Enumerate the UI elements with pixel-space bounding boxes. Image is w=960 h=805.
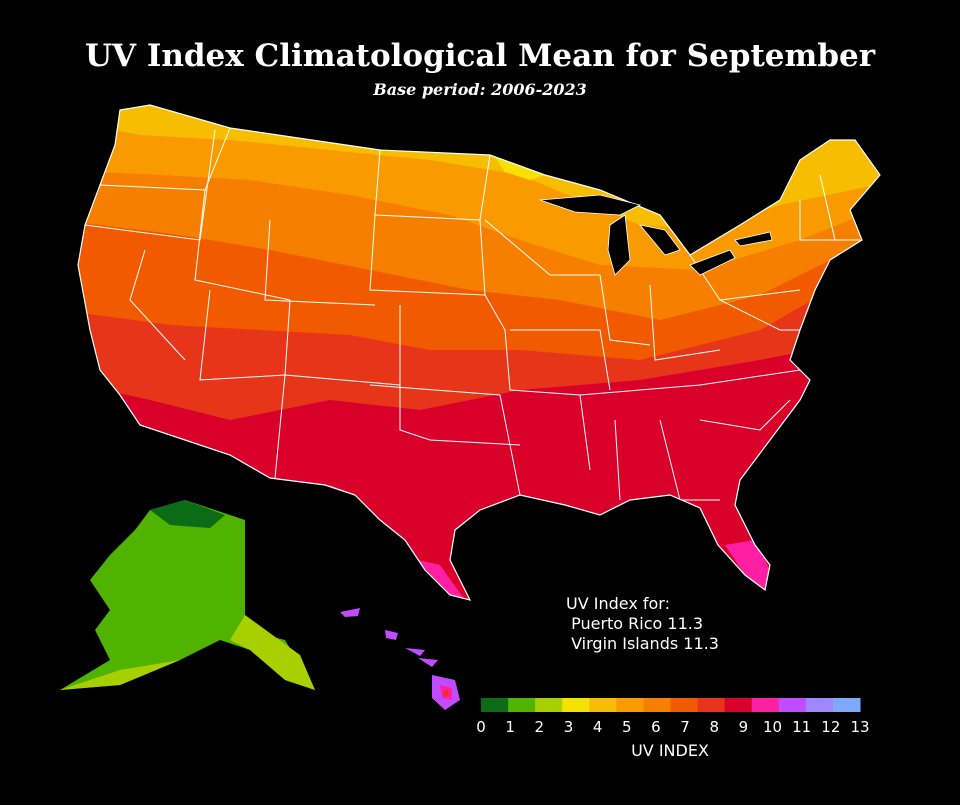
colorbar-swatch (643, 698, 671, 712)
note-heading: UV Index for: (566, 594, 670, 613)
colorbar-tick-label: 1 (505, 718, 515, 736)
territories-note: UV Index for: Puerto Rico 11.3 Virgin Is… (566, 594, 719, 654)
colorbar-swatch (751, 698, 780, 712)
note-line-puerto-rico: Puerto Rico 11.3 (566, 614, 704, 633)
colorbar-tick-label: 13 (850, 718, 869, 736)
colorbar-tick-label: 6 (651, 718, 661, 736)
note-line-virgin-islands: Virgin Islands 11.3 (566, 634, 719, 653)
great-lakes (539, 194, 773, 276)
colorbar-tick-label: 5 (622, 718, 632, 736)
colorbar-tick-label: 8 (709, 718, 719, 736)
map-title: UV Index Climatological Mean for Septemb… (84, 38, 876, 74)
colorbar-tick-label: 4 (593, 718, 603, 736)
hawaii (340, 608, 460, 710)
colorbar-tick-label: 10 (763, 718, 782, 736)
colorbar-swatch (616, 698, 644, 712)
colorbar-swatch (832, 698, 861, 712)
colorbar-tick-label: 2 (535, 718, 545, 736)
us-outline (77, 104, 881, 601)
colorbar-tick-label: 12 (821, 718, 840, 736)
colorbar-swatch (589, 698, 617, 712)
colorbar-tick-label: 3 (564, 718, 574, 736)
colorbar-swatch (724, 698, 753, 712)
colorbar-swatch (535, 698, 563, 712)
colorbar-swatch (697, 698, 726, 712)
colorbar-swatch (778, 698, 807, 712)
colorbar-tick-label: 11 (792, 718, 811, 736)
colorbar-swatch (508, 698, 536, 712)
colorbar-swatch (562, 698, 590, 712)
colorbar-title: UV INDEX (631, 741, 709, 760)
map-subtitle: Base period: 2006-2023 (373, 80, 587, 99)
colorbar-swatch (805, 698, 834, 712)
colorbar-swatch (481, 698, 509, 712)
colorbar-tick-label: 7 (680, 718, 690, 736)
colorbar-tick-label: 9 (739, 718, 749, 736)
alaska (60, 500, 315, 690)
colorbar-tick-label: 0 (476, 718, 486, 736)
colorbar-swatch (670, 698, 699, 712)
